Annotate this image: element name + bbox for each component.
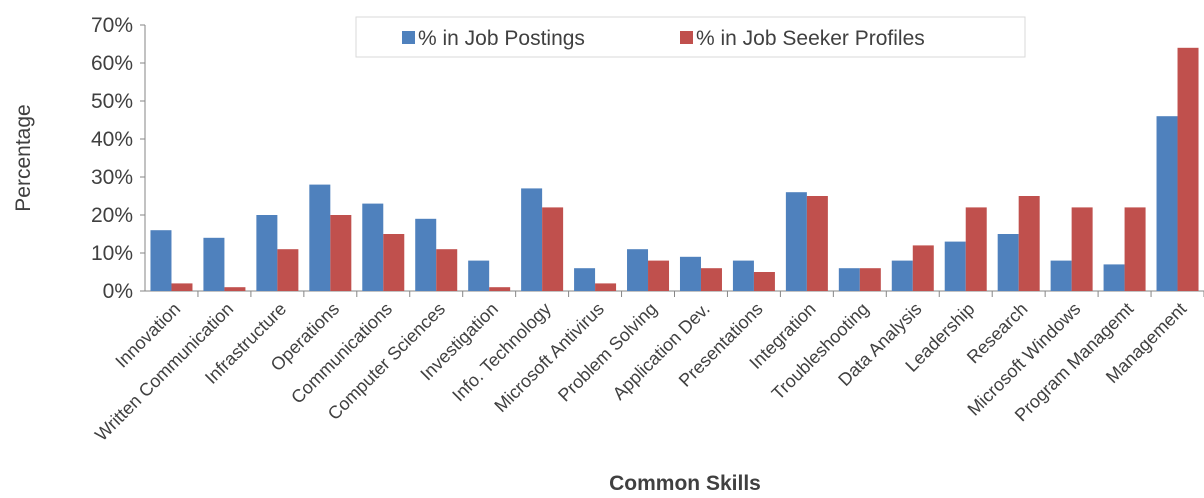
bar-in-job-seeker-profiles-leadership xyxy=(965,207,987,291)
y-tick-label: 40% xyxy=(91,128,133,151)
bar-in-job-seeker-profiles-microsoft-windows xyxy=(1071,207,1093,291)
bar-in-job-postings-computer-sciences xyxy=(415,218,437,291)
bar-in-job-postings-written-communication xyxy=(203,237,225,291)
bar-in-job-seeker-profiles-integration xyxy=(806,196,828,291)
category-label-application-dev: Application Dev. xyxy=(609,299,714,404)
bar-in-job-postings-microsoft-antivirus xyxy=(574,268,596,291)
bar-in-job-seeker-profiles-infrastructure xyxy=(277,249,299,291)
bar-in-job-seeker-profiles-innovation xyxy=(171,283,193,291)
y-tick-label: 20% xyxy=(91,204,133,227)
bar-in-job-postings-application-dev xyxy=(679,256,701,291)
bar-in-job-postings-research xyxy=(997,234,1019,291)
legend-swatch-job-seeker-profiles xyxy=(680,31,693,44)
category-label-troubleshooting: Troubleshooting xyxy=(768,299,873,404)
y-tick-label: 0% xyxy=(103,280,133,303)
bar-in-job-postings-communications xyxy=(362,203,384,291)
bar-in-job-seeker-profiles-management xyxy=(1177,47,1199,291)
y-tick-label: 30% xyxy=(91,166,133,189)
bar-in-job-postings-presentations xyxy=(732,260,754,291)
bar-in-job-postings-operations xyxy=(309,184,331,291)
bar-in-job-postings-microsoft-windows xyxy=(1050,260,1072,291)
bar-in-job-seeker-profiles-communications xyxy=(383,234,405,291)
legend-label-job-seeker-profiles: % in Job Seeker Profiles xyxy=(696,27,925,50)
bar-in-job-postings-innovation xyxy=(150,230,172,291)
bar-in-job-seeker-profiles-application-dev xyxy=(700,268,722,291)
bar-in-job-seeker-profiles-info-technology xyxy=(542,207,564,291)
y-tick-label: 50% xyxy=(91,90,133,113)
x-axis xyxy=(145,290,1204,297)
bar-in-job-postings-program-managemt xyxy=(1103,264,1125,291)
y-tick-label: 70% xyxy=(91,14,133,37)
category-label-info-technology: Info. Technology xyxy=(448,299,555,406)
bar-in-job-postings-data-analysis xyxy=(891,260,913,291)
bar-in-job-seeker-profiles-investigation xyxy=(489,287,511,291)
bar-in-job-postings-infrastructure xyxy=(256,215,278,291)
bar-in-job-seeker-profiles-problem-solving xyxy=(648,260,670,291)
bar-in-job-seeker-profiles-presentations xyxy=(753,272,775,291)
bar-in-job-postings-troubleshooting xyxy=(838,268,860,291)
bar-in-job-seeker-profiles-microsoft-antivirus xyxy=(595,283,617,291)
bar-in-job-seeker-profiles-research xyxy=(1018,196,1040,291)
bar-in-job-postings-info-technology xyxy=(521,188,543,291)
category-label-problem-solving: Problem Solving xyxy=(554,299,661,406)
bar-in-job-postings-problem-solving xyxy=(627,249,649,291)
bar-in-job-seeker-profiles-computer-sciences xyxy=(436,249,458,291)
bar-in-job-seeker-profiles-program-managemt xyxy=(1124,207,1146,291)
bar-in-job-postings-investigation xyxy=(468,260,490,291)
bar-in-job-postings-management xyxy=(1156,116,1178,291)
x-axis-title: Common Skills xyxy=(609,472,761,495)
bars xyxy=(150,47,1199,291)
legend-swatch-job-postings xyxy=(402,31,415,44)
bar-in-job-seeker-profiles-written-communication xyxy=(224,287,246,291)
bar-in-job-seeker-profiles-troubleshooting xyxy=(859,268,881,291)
y-tick-label: 60% xyxy=(91,52,133,75)
bar-in-job-seeker-profiles-operations xyxy=(330,215,352,291)
legend-label-job-postings: % in Job Postings xyxy=(418,27,585,50)
legend: % in Job Postings % in Job Seeker Profil… xyxy=(355,16,1026,58)
bar-in-job-seeker-profiles-data-analysis xyxy=(912,245,934,291)
y-axis: 0% 10% 20% 30% 40% 50% 60% 70% xyxy=(91,14,146,303)
y-axis-title: Percentage xyxy=(12,104,35,211)
bar-in-job-postings-integration xyxy=(785,192,807,291)
y-tick-label: 10% xyxy=(91,242,133,265)
bar-in-job-postings-leadership xyxy=(944,241,966,291)
